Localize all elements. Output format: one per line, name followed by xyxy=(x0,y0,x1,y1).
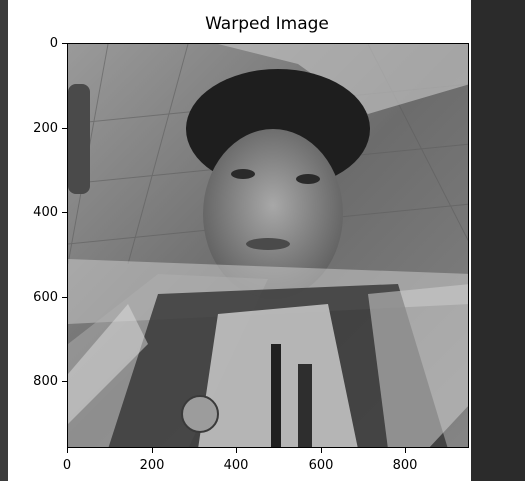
x-tick-mark xyxy=(152,448,153,453)
x-tick-mark xyxy=(67,448,68,453)
y-tick-mark xyxy=(62,128,67,129)
x-tick-mark xyxy=(321,448,322,453)
matplotlib-figure: Warped Image xyxy=(8,0,471,481)
warped-image xyxy=(68,44,468,447)
left-panel-edge xyxy=(0,0,8,481)
image-axes[interactable] xyxy=(67,43,469,448)
y-tick-mark xyxy=(62,43,67,44)
x-tick-mark xyxy=(236,448,237,453)
y-tick-label: 200 xyxy=(33,121,58,136)
y-tick-mark xyxy=(62,297,67,298)
plot-title: Warped Image xyxy=(205,14,329,34)
x-tick-label: 400 xyxy=(223,458,249,473)
x-tick-label: 800 xyxy=(392,458,418,473)
right-dark-panel xyxy=(471,0,525,481)
y-tick-label: 800 xyxy=(33,374,58,389)
x-tick-label: 200 xyxy=(139,458,165,473)
x-tick-label: 600 xyxy=(308,458,334,473)
y-tick-label: 0 xyxy=(49,36,58,51)
y-tick-mark xyxy=(62,212,67,213)
y-tick-label: 400 xyxy=(33,205,58,220)
x-tick-label: 0 xyxy=(62,458,72,473)
y-tick-mark xyxy=(62,381,67,382)
x-tick-mark xyxy=(405,448,406,453)
y-tick-label: 600 xyxy=(33,290,58,305)
